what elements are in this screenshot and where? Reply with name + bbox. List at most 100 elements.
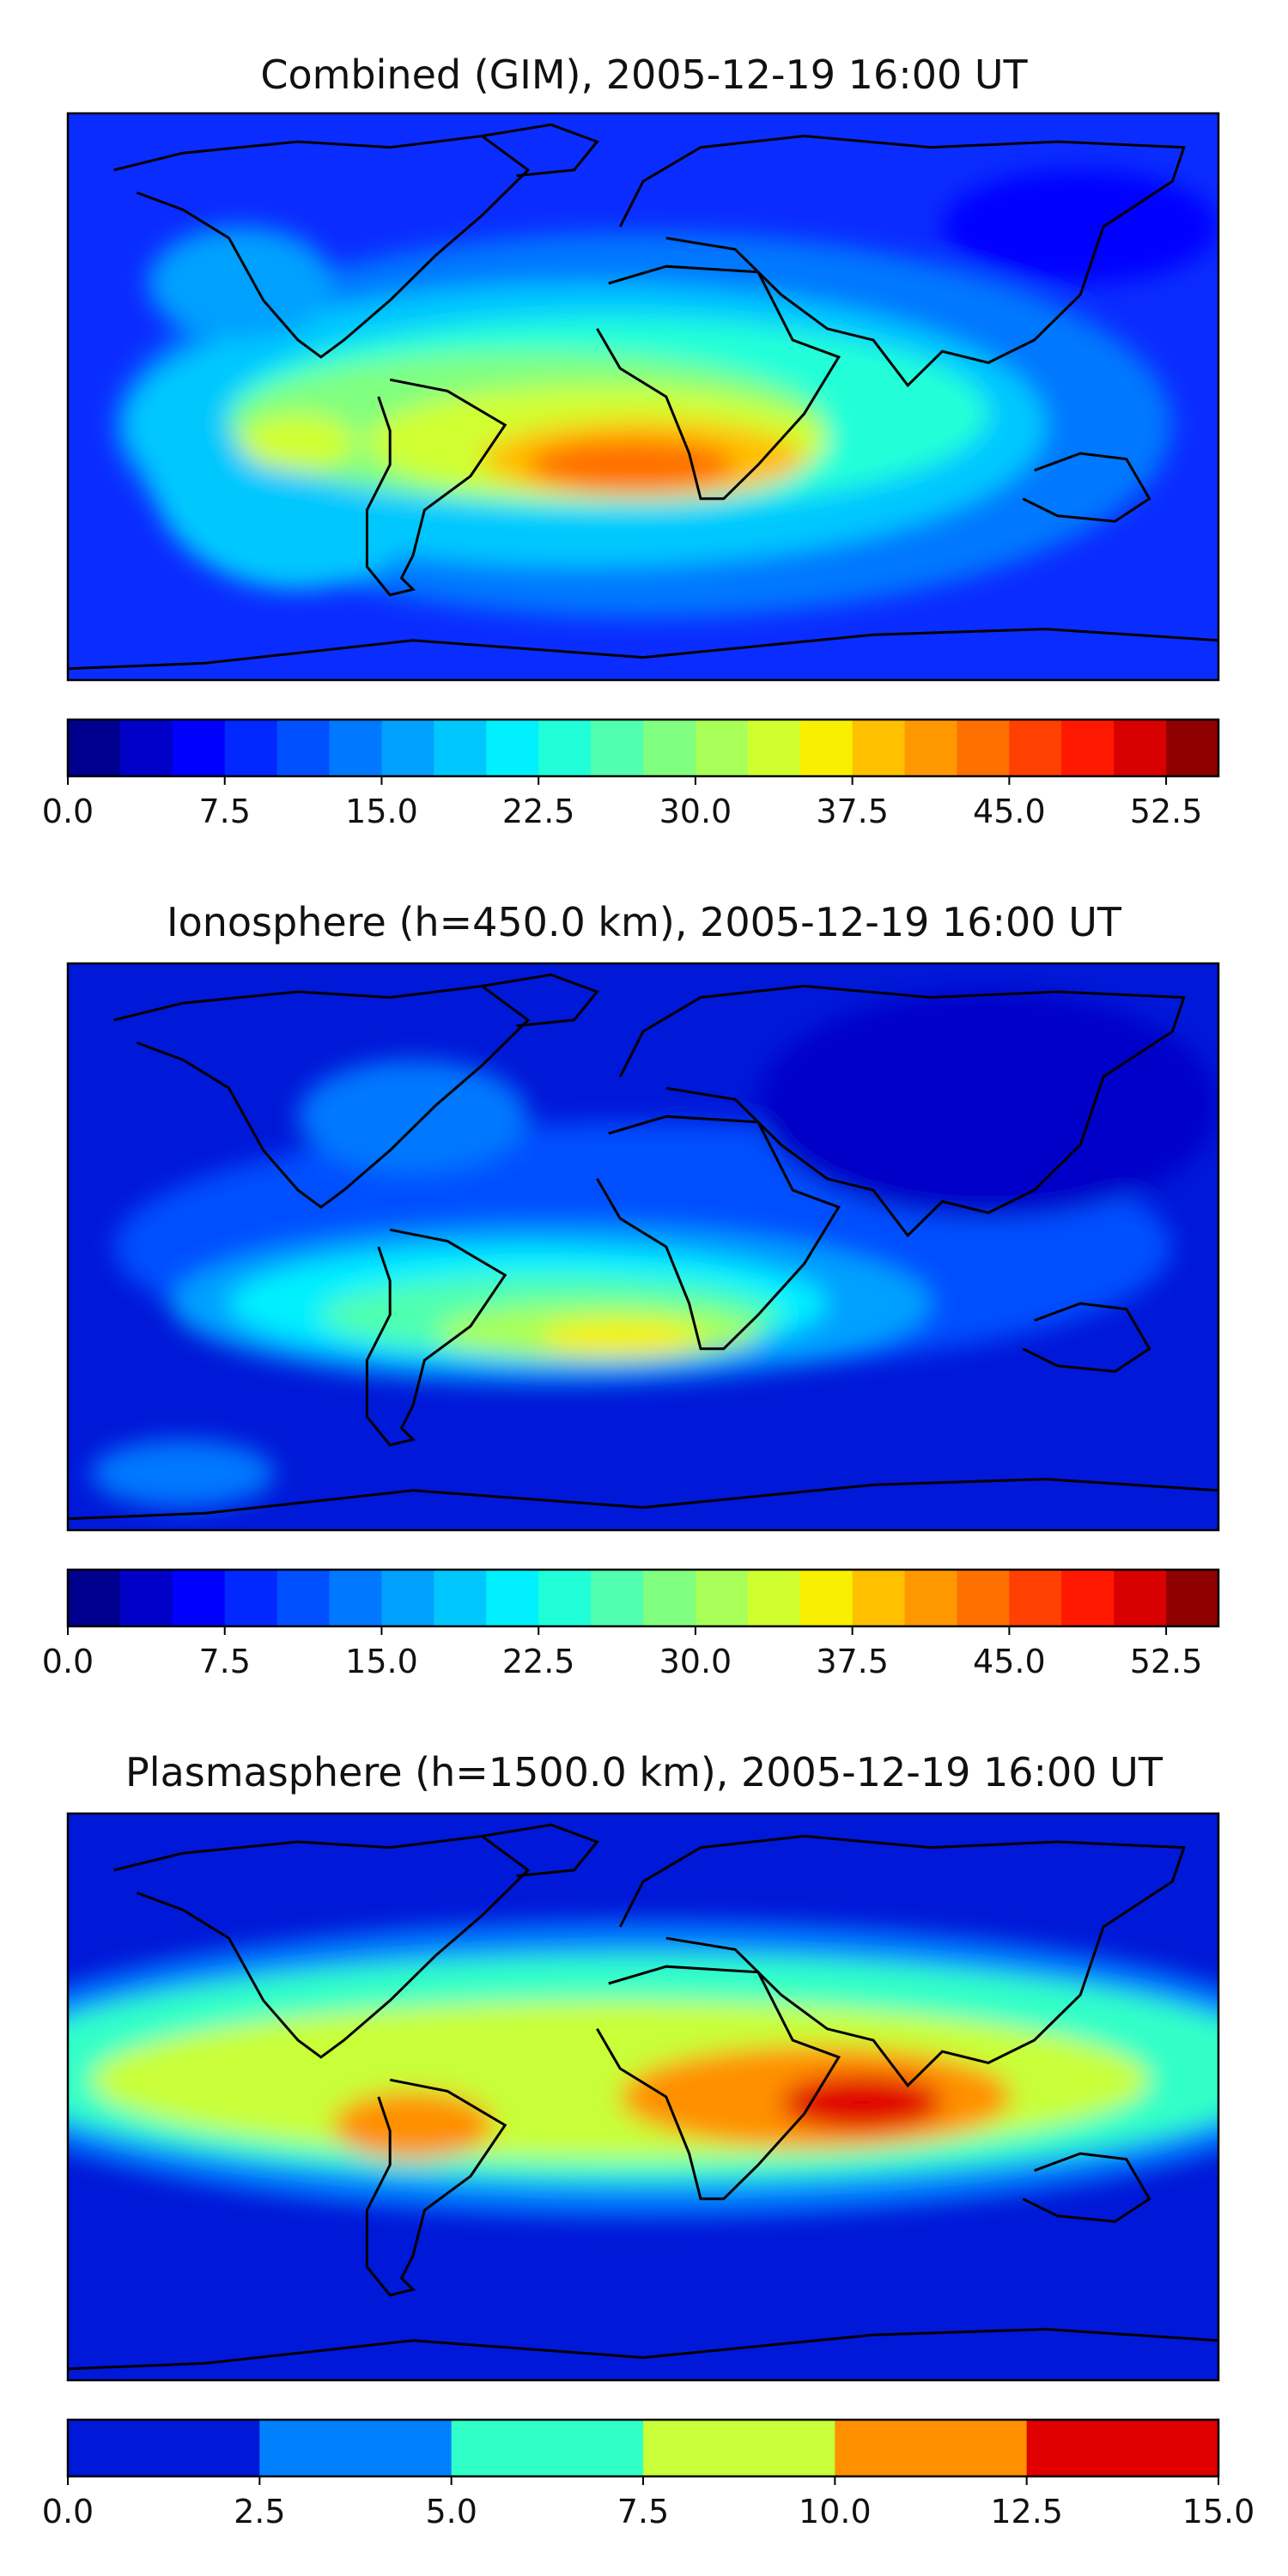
colorbar-segment — [957, 720, 1010, 776]
colorbar-segment — [799, 720, 854, 776]
contour-region — [332, 2091, 494, 2160]
colorbar-segment — [434, 720, 487, 776]
colorbar-segment — [747, 720, 801, 776]
colorbar-segment — [276, 1570, 331, 1626]
map-frame — [66, 1812, 1220, 2382]
map-frame — [66, 112, 1220, 682]
panel-title-ionosphere: Ionosphere (h=450.0 km), 2005-12-19 16:0… — [167, 899, 1121, 945]
colorbar-tick-label: 52.5 — [1130, 793, 1203, 830]
colorbar-tick-label: 22.5 — [502, 1643, 575, 1680]
coastline-segment — [1022, 452, 1151, 523]
colorbar-segment — [591, 1570, 644, 1626]
colorbar-segment — [329, 1570, 383, 1626]
coastline-segment — [618, 984, 1186, 1238]
colorbar-segment — [1026, 2420, 1219, 2476]
coastline-segment — [365, 1228, 507, 1447]
colorbar-segment — [68, 1570, 121, 1626]
colorbar-segment — [591, 720, 644, 776]
colorbar-segment — [852, 1570, 906, 1626]
colorbar-tick-label: 7.5 — [617, 2493, 669, 2530]
colorbar-segment — [695, 1570, 749, 1626]
colorbar-segment — [172, 720, 226, 776]
colorbar-segment — [381, 720, 434, 776]
coastline-segment — [68, 1478, 1218, 1521]
colorbar: 0.0 7.5 15.0 22.5 30.0 37.5 45.0 52.5 — [42, 1568, 1220, 1680]
contour-region — [240, 413, 355, 471]
colorbar-tick-label: 7.5 — [199, 793, 251, 830]
colorbar-segment — [119, 720, 173, 776]
colorbar-tick-label: 22.5 — [502, 793, 575, 830]
colorbar: 0.0 2.5 5.0 7.5 10.0 12.5 15.0 — [42, 2418, 1255, 2530]
colorbar-segment — [643, 1570, 696, 1626]
colorbar-segment — [486, 1570, 539, 1626]
contour-region — [942, 170, 1218, 283]
map-frame — [66, 962, 1220, 1532]
colorbar-tick-label: 30.0 — [659, 1643, 732, 1680]
panel-title-plasmasphere: Plasmasphere (h=1500.0 km), 2005-12-19 1… — [125, 1749, 1163, 1795]
colorbar-segment — [1166, 1570, 1219, 1626]
colorbar-segment — [852, 720, 906, 776]
colorbar: 0.0 7.5 15.0 22.5 30.0 37.5 45.0 52.5 — [42, 718, 1220, 830]
colorbar-segment — [224, 1570, 278, 1626]
coastline-segment — [1022, 1302, 1151, 1373]
colorbar-tick-label: 52.5 — [1130, 1643, 1203, 1680]
colorbar-segment — [68, 2420, 260, 2476]
colorbar-tick-label: 0.0 — [42, 1643, 94, 1680]
colorbar-segment — [329, 720, 383, 776]
colorbar-tick-label: 12.5 — [990, 2493, 1063, 2530]
map-panel — [68, 963, 1218, 1530]
coastline-segment — [1022, 2152, 1151, 2223]
colorbar-segment — [1009, 720, 1062, 776]
panel-title-combined: Combined (GIM), 2005-12-19 16:00 UT — [260, 52, 1028, 98]
colorbar-tick-label: 37.5 — [816, 1643, 889, 1680]
colorbar-tick-label: 30.0 — [659, 793, 732, 830]
colorbar-tick-label: 37.5 — [816, 793, 889, 830]
colorbar-segment — [835, 2420, 1028, 2476]
colorbar-tick-label: 0.0 — [42, 793, 94, 830]
coastline-segment — [68, 2328, 1218, 2371]
colorbar-segment — [799, 1570, 854, 1626]
coastline — [68, 1823, 1218, 2371]
colorbar-segment — [695, 720, 749, 776]
coastline-segment — [113, 1834, 531, 2059]
contour-region — [90, 1439, 276, 1508]
colorbar-segment — [957, 1570, 1010, 1626]
colorbar-frame — [66, 718, 1220, 778]
colorbar-segment — [1061, 720, 1115, 776]
coastline-segment — [482, 1823, 599, 1878]
colorbar-segment — [643, 720, 696, 776]
coastline-segment — [618, 134, 1186, 388]
contour-region — [298, 1060, 528, 1174]
colorbar-tick-label: 5.0 — [425, 2493, 477, 2530]
colorbar-segment — [381, 1570, 434, 1626]
coastline-segment — [618, 1834, 1186, 2088]
coastline — [68, 973, 1218, 1521]
map-panel — [68, 1814, 1218, 2380]
colorbar-tick-label: 45.0 — [973, 793, 1046, 830]
colorbar-segment — [904, 1570, 958, 1626]
colorbar-tick-label: 45.0 — [973, 1643, 1046, 1680]
colorbar-segment — [486, 720, 539, 776]
contour-region — [758, 992, 1218, 1218]
contour-region — [539, 1320, 701, 1355]
coastline-segment — [68, 628, 1218, 671]
coastline-segment — [113, 134, 531, 359]
contour-region — [148, 227, 333, 340]
colorbar-segment — [1009, 1570, 1062, 1626]
colorbar-segment — [259, 2420, 453, 2476]
colorbar-segment — [224, 720, 278, 776]
map-panel — [68, 113, 1218, 680]
coastline-segment — [482, 973, 599, 1028]
colorbar-tick-label: 15.0 — [1182, 2493, 1255, 2530]
contour-region — [528, 439, 736, 490]
colorbar-tick-label: 15.0 — [345, 793, 418, 830]
colorbar-segment — [434, 1570, 487, 1626]
colorbar-tick-label: 0.0 — [42, 2493, 94, 2530]
colorbar-segment — [538, 1570, 592, 1626]
contour-region — [781, 2074, 943, 2131]
colorbar-segment — [172, 1570, 226, 1626]
coastline-segment — [113, 984, 531, 1209]
colorbar-tick-label: 7.5 — [199, 1643, 251, 1680]
colorbar-segment — [1114, 1570, 1167, 1626]
